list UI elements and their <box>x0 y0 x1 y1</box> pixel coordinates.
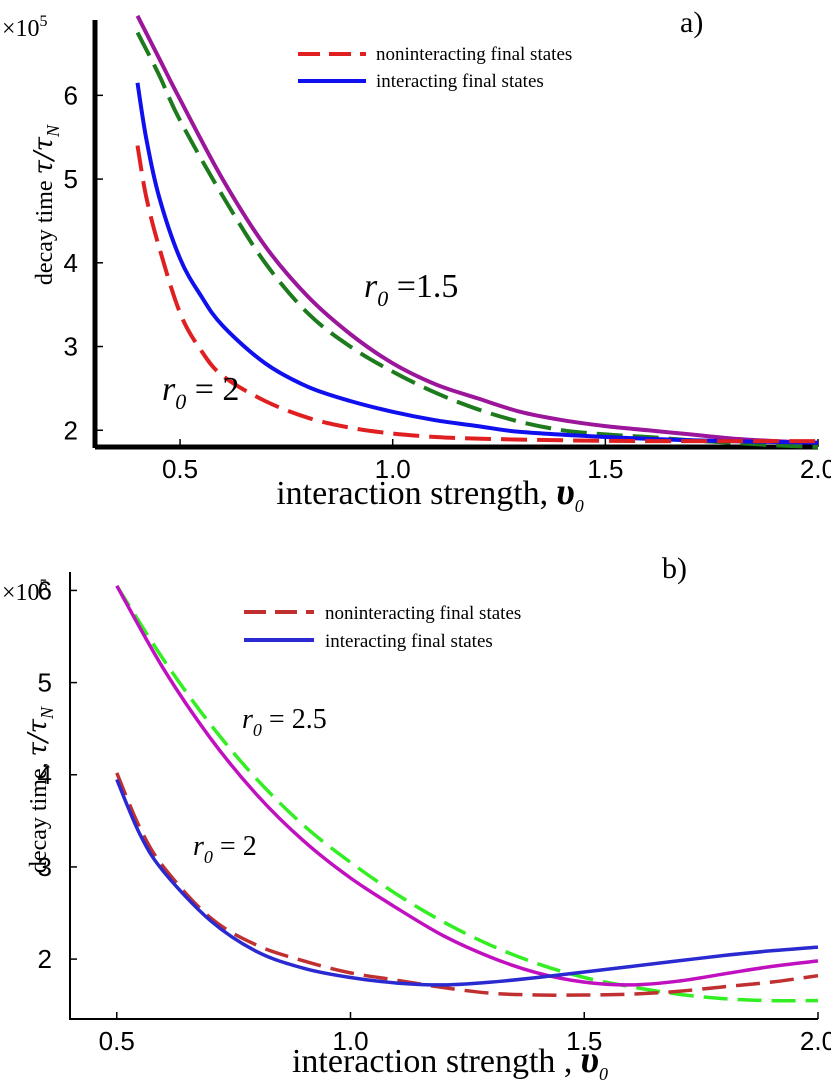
panel-b-legend-interacting: interacting final states <box>325 631 493 652</box>
panel-b-y-tick-label: 2 <box>38 944 52 974</box>
panel-a-series-2 <box>135 82 819 445</box>
panel-a-chart: 0.5 1.0 1.5 2.0 2 3 4 5 6 ×105 a) decay timeτ/τN… <box>2 6 831 516</box>
panel-b-y-tick-label: 6 <box>38 575 52 605</box>
panel-b-y-tick-label: 5 <box>38 668 52 698</box>
panel-a-series-1 <box>135 31 819 449</box>
panel-b-y-tick-label: 4 <box>38 760 52 790</box>
panel-a-y-tick-label: 2 <box>64 415 78 445</box>
panel-a-x-tick-label: 1.5 <box>587 454 623 484</box>
panel-a-legend-interacting: interacting final states <box>376 71 544 92</box>
panel-a-x-label: interaction strength, υ0 <box>276 471 584 516</box>
panel-b-multiplier: ×105 <box>2 577 48 606</box>
panel-b-series-2 <box>115 772 819 997</box>
panel-b-x-label: interaction strength , υ0 <box>292 1039 608 1081</box>
panel-a-legend-noninteracting: noninteracting final states <box>376 44 572 65</box>
panel-a-annotation-r0-1.5: r0 =1.5 <box>364 268 458 311</box>
panel-a-y-tick-label: 6 <box>64 80 78 110</box>
panel-b-annotation-r0-2: r0 = 2 <box>193 831 257 867</box>
panel-a-annotation-r0-2: r0 = 2 <box>162 371 239 414</box>
panel-a-series-3 <box>135 145 818 444</box>
panel-b-series-1 <box>115 584 819 987</box>
panel-a-y-tick-label: 3 <box>64 332 78 362</box>
panel-b-label: b) <box>662 552 687 585</box>
panel-b-series-0 <box>115 584 819 1003</box>
panel-b-chart: 0.5 1.0 1.5 2.0 2 3 4 5 6 ×105 b) decay time,τ/τ… <box>2 552 831 1081</box>
panel-b-annotation-r0-2.5: r0 = 2.5 <box>242 704 327 740</box>
panel-a-y-label: decay timeτ/τN <box>29 124 63 285</box>
panel-b-legend-noninteracting: noninteracting final states <box>325 603 521 624</box>
panel-b-y-label: decay time,τ/τN <box>23 706 57 873</box>
panel-a-series-0 <box>135 14 819 445</box>
panel-b-y-tick-label: 3 <box>38 852 52 882</box>
panel-a-x-tick-label: 2.0 <box>800 454 831 484</box>
panel-b-x-tick-label: 1.5 <box>566 1026 602 1056</box>
panel-a-x-tick-label: 1.0 <box>375 454 411 484</box>
panel-b-legend: noninteracting final states interacting … <box>244 603 521 652</box>
panel-a-y-tick-label: 5 <box>64 164 78 194</box>
panel-a-legend: noninteracting final states interacting … <box>298 44 572 92</box>
panel-a-y-tick-label: 4 <box>64 248 78 278</box>
panel-b-x-tick-label: 1.0 <box>332 1026 368 1056</box>
panel-a-multiplier: ×105 <box>2 13 48 42</box>
panel-b-series-3 <box>115 778 819 987</box>
panel-b-x-tick-label: 2.0 <box>800 1026 831 1056</box>
panel-a-x-tick-label: 0.5 <box>162 454 198 484</box>
panel-a-label: a) <box>680 6 703 39</box>
panel-b-x-tick-label: 0.5 <box>99 1026 135 1056</box>
